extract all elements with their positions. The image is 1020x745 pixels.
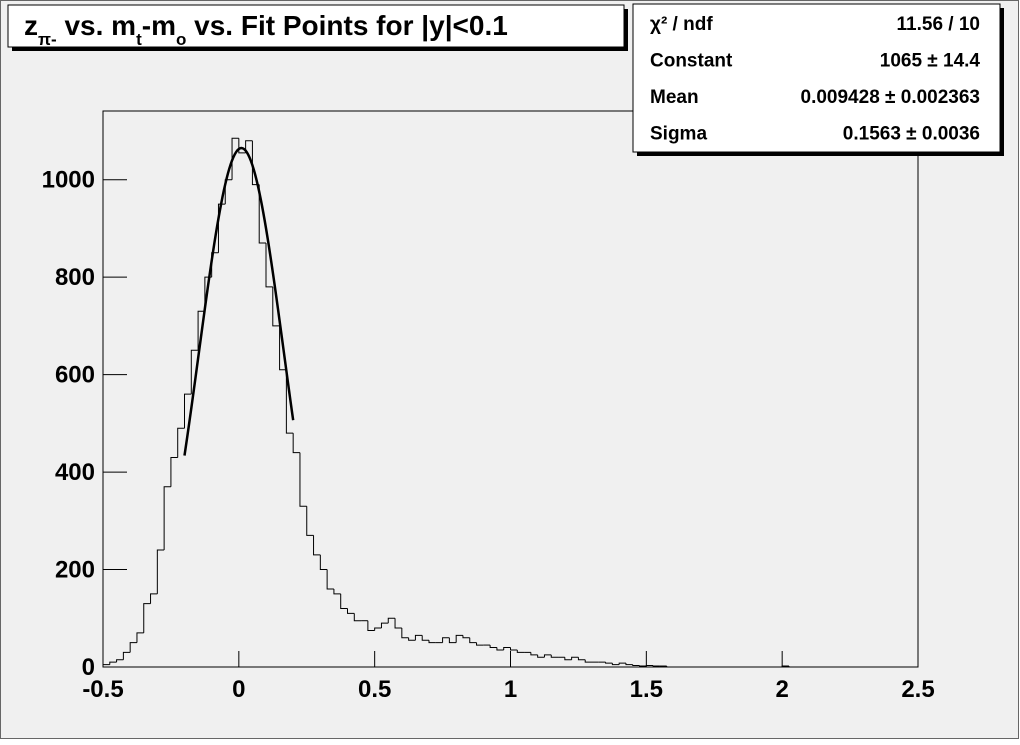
stats-value: 1065 ± 14.4 (880, 51, 981, 72)
y-tick-label: 400 (55, 459, 95, 486)
stats-label: Sigma (650, 124, 707, 145)
x-tick-label: 1 (504, 676, 517, 703)
x-tick-label: 1.5 (630, 676, 663, 703)
y-tick-label: 1000 (42, 167, 95, 194)
title-text: z (24, 10, 38, 41)
y-tick-label: 200 (55, 557, 95, 584)
x-tick-label: 2.5 (901, 676, 934, 703)
stats-value: 0.1563 ± 0.0036 (843, 124, 980, 145)
stats-value: 11.56 / 10 (897, 14, 980, 35)
y-tick-label: 0 (82, 654, 95, 681)
title-subscript: π- (38, 30, 57, 49)
y-tick-label: 800 (55, 264, 95, 291)
stats-label: Mean (650, 87, 699, 108)
title-text: -m (142, 10, 176, 41)
x-tick-label: 0.5 (358, 676, 391, 703)
x-tick-label: 0 (232, 676, 245, 703)
x-tick-label: 2 (775, 676, 788, 703)
title-subscript: o (176, 30, 186, 49)
title-text: vs. m (57, 10, 136, 41)
stats-label: Constant (650, 51, 733, 72)
y-tick-label: 600 (55, 362, 95, 389)
stats-value: 0.009428 ± 0.002363 (801, 87, 980, 108)
title-text: vs. Fit Points for |y|<0.1 (186, 10, 507, 41)
stats-label: χ² / ndf (650, 14, 713, 35)
